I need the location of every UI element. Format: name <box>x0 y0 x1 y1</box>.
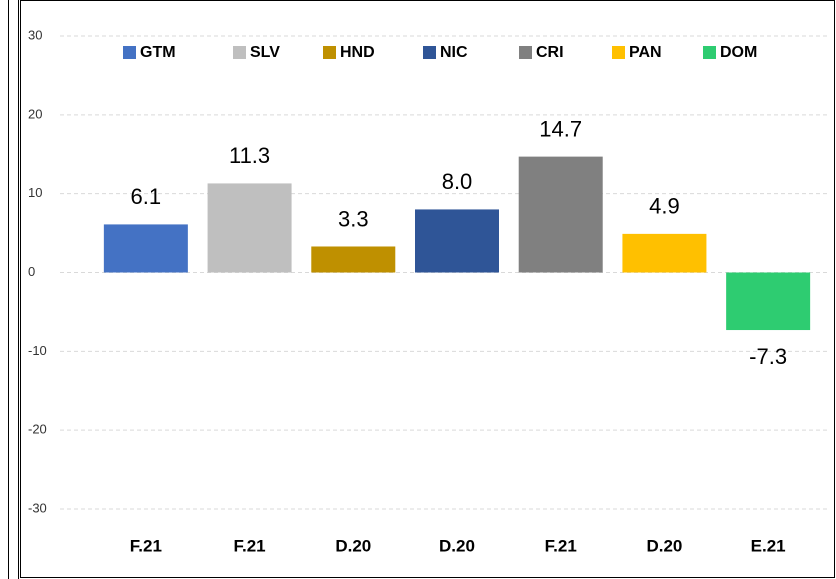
x-tick-label: F.21 <box>130 536 162 555</box>
y-tick-label: -20 <box>28 422 47 437</box>
y-tick-label: 0 <box>28 264 35 279</box>
y-tick-label: 30 <box>28 27 42 42</box>
data-label: -7.3 <box>749 344 787 369</box>
bar <box>311 246 396 273</box>
bar <box>415 209 499 273</box>
x-tick-label: F.21 <box>234 536 266 555</box>
legend-label: SLV <box>250 44 280 61</box>
bar <box>207 183 292 273</box>
legend-swatch <box>519 46 532 59</box>
legend-label: CRI <box>536 44 564 61</box>
bar <box>726 272 811 331</box>
legend-label: HND <box>340 44 375 61</box>
data-label: 4.9 <box>649 194 680 219</box>
data-label: 3.3 <box>338 206 369 231</box>
legend-label: GTM <box>140 44 176 61</box>
legend-swatch <box>423 46 436 59</box>
y-tick-label: 10 <box>28 185 42 200</box>
bar <box>103 224 188 273</box>
x-tick-label: D.20 <box>646 536 682 555</box>
y-tick-label: -30 <box>28 500 47 515</box>
legend-label: NIC <box>440 44 468 61</box>
x-tick-label: E.21 <box>751 536 786 555</box>
legend-swatch <box>123 46 136 59</box>
x-tick-label: D.20 <box>335 536 371 555</box>
legend-swatch <box>233 46 246 59</box>
y-tick-label: 20 <box>28 106 42 121</box>
legend-label: PAN <box>629 44 662 61</box>
data-label: 6.1 <box>131 184 162 209</box>
chart-frame <box>20 0 835 578</box>
bar <box>622 233 707 273</box>
legend-swatch <box>703 46 716 59</box>
y-tick-label: -10 <box>28 343 47 358</box>
legend-swatch <box>323 46 336 59</box>
x-tick-label: D.20 <box>439 536 475 555</box>
x-tick-label: F.21 <box>545 536 577 555</box>
data-label: 11.3 <box>229 143 270 168</box>
legend-swatch <box>612 46 625 59</box>
bar <box>518 156 603 273</box>
legend-label: DOM <box>720 44 757 61</box>
data-label: 14.7 <box>539 116 582 141</box>
data-label: 8.0 <box>442 169 473 194</box>
